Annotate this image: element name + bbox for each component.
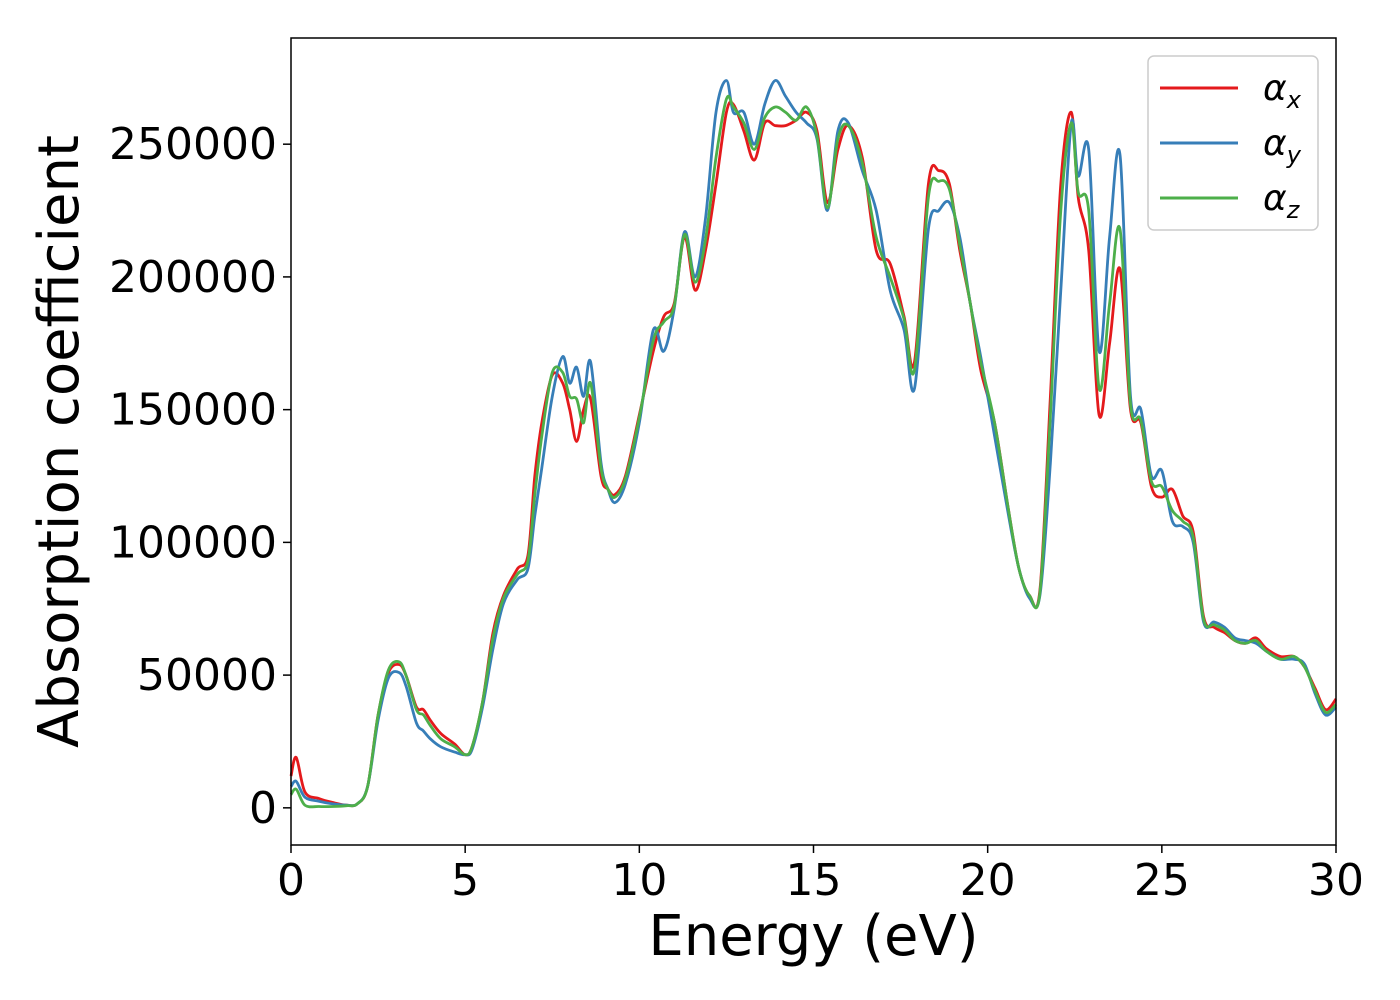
series-layer — [289, 79, 1338, 809]
x-tick-label: 15 — [786, 855, 842, 906]
legend-label-symbol: α — [1263, 178, 1287, 219]
x-axis: 0 5 10 15 20 25 30 — [277, 845, 1364, 906]
legend-label-subscript: x — [1286, 86, 1302, 114]
x-tick-label: 30 — [1308, 855, 1364, 906]
y-tick-label: 250000 — [109, 119, 277, 170]
x-tick-label: 5 — [451, 855, 479, 906]
y-axis: 0 50000 100000 150000 200000 250000 — [109, 119, 291, 834]
y-tick-label: 100000 — [109, 517, 277, 568]
legend-label-alpha-x: αx — [1263, 68, 1302, 114]
x-tick-label: 25 — [1134, 855, 1190, 906]
x-axis-title: Energy (eV) — [648, 904, 978, 969]
legend-label-subscript: z — [1286, 196, 1301, 224]
y-axis-title: Absorption coefficient — [27, 135, 92, 748]
x-tick-label: 0 — [277, 855, 305, 906]
legend-label-alpha-z: αz — [1263, 178, 1301, 224]
legend-label-symbol: α — [1263, 68, 1287, 109]
legend-label-symbol: α — [1263, 123, 1287, 164]
legend-label-subscript: y — [1286, 141, 1302, 169]
y-tick-label: 150000 — [109, 385, 277, 436]
x-tick-label: 20 — [960, 855, 1016, 906]
x-tick-label: 10 — [611, 855, 667, 906]
legend-label-alpha-y: αy — [1263, 123, 1302, 169]
y-tick-label: 0 — [249, 783, 277, 834]
y-tick-label: 50000 — [137, 650, 277, 701]
y-tick-label: 200000 — [109, 252, 277, 303]
series-line-alpha-z — [289, 94, 1337, 809]
